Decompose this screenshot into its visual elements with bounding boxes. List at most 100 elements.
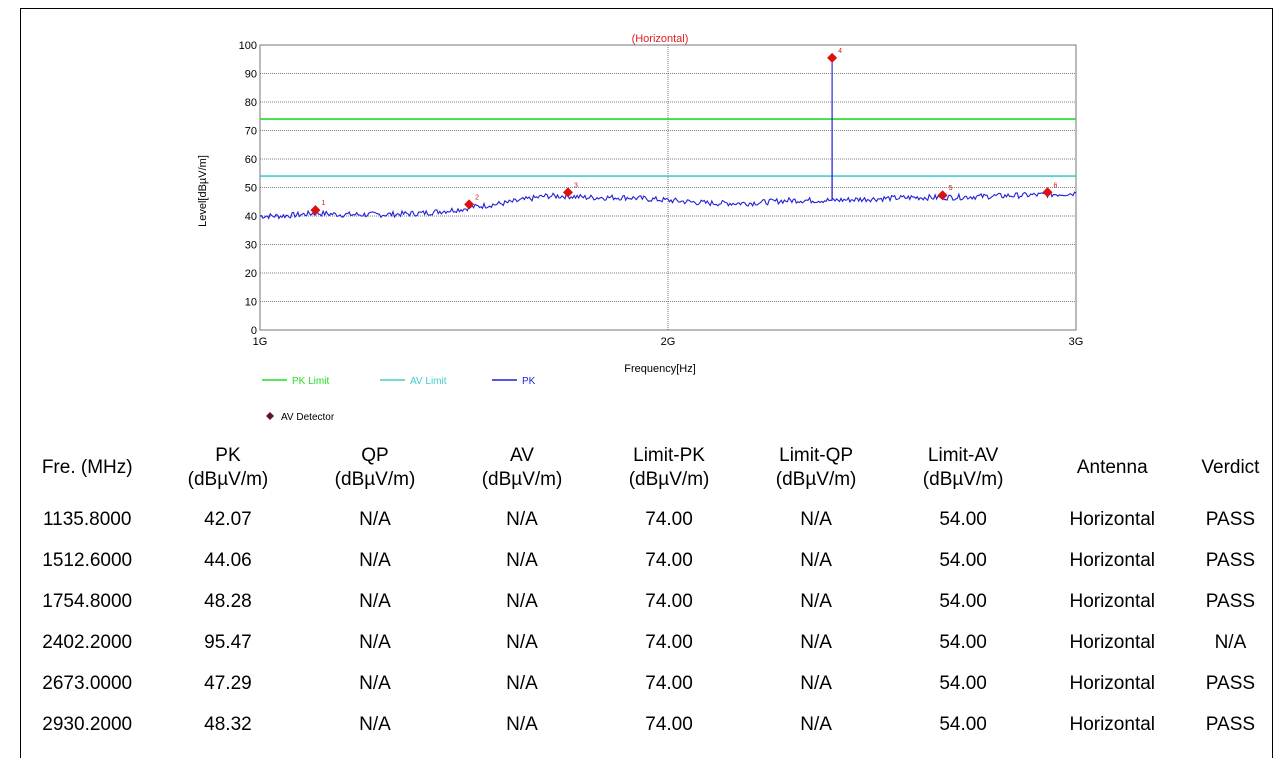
y-tick-label: 90 — [245, 69, 257, 81]
legend-label-4: AV Detector — [281, 412, 335, 423]
marker-label-3: 3 — [574, 182, 578, 189]
table-cell: 74.00 — [596, 622, 743, 663]
table-body: 1135.8000 42.07 N/A N/A 74.00 N/A 54.00 Horizon… — [20, 499, 1273, 745]
marker-label-2: 2 — [475, 194, 479, 201]
legend-label-2: AV Limit — [410, 376, 447, 387]
marker-label-5: 5 — [949, 185, 953, 192]
table-row: 2673.0000 47.29 N/A N/A 74.00 N/A 54.00 Horizon… — [20, 663, 1273, 704]
table-cell: 42.07 — [154, 499, 301, 540]
y-tick-label: 40 — [245, 211, 257, 223]
table-cell: PASS — [1188, 499, 1273, 540]
table-cell: Horizontal — [1037, 704, 1188, 745]
table-cell: 54.00 — [890, 663, 1037, 704]
y-tick-label: 60 — [245, 154, 257, 166]
column-header: Fre. (MHz) — [20, 437, 154, 499]
table-row: 1754.8000 48.28 N/A N/A 74.00 N/A 54.00 Horizon… — [20, 581, 1273, 622]
y-axis-label: Level[dBµV/m] — [197, 155, 209, 227]
marker-label-1: 1 — [321, 200, 325, 207]
column-header-text: Fre. (MHz) — [42, 457, 133, 478]
table-cell: N/A — [743, 540, 890, 581]
column-header-text: QP — [361, 445, 388, 466]
table-row: 2402.2000 95.47 N/A N/A 74.00 N/A 54.00 Horizon… — [20, 622, 1273, 663]
column-header: Antenna — [1037, 437, 1188, 499]
table-cell: 1135.8000 — [20, 499, 154, 540]
table-cell: PASS — [1188, 663, 1273, 704]
column-header: AV (dBµV/m) — [449, 437, 596, 499]
table-header-row: Fre. (MHz) PK (dBµV/m) QP (dBµV/m) AV (dBµV/m)… — [20, 437, 1273, 499]
chart-grid — [260, 45, 1076, 330]
column-header: Verdict — [1188, 437, 1273, 499]
table-cell: N/A — [449, 499, 596, 540]
x-tick-label: 2G — [661, 336, 676, 348]
table-row: 2930.2000 48.32 N/A N/A 74.00 N/A 54.00 Horizon… — [20, 704, 1273, 745]
column-header-text: (dBµV/m) — [776, 469, 857, 490]
table-cell: 1754.8000 — [20, 581, 154, 622]
table-cell: Horizontal — [1037, 622, 1188, 663]
y-tick-label: 20 — [245, 268, 257, 280]
table-cell: 54.00 — [890, 581, 1037, 622]
column-header-text: Antenna — [1077, 457, 1148, 478]
table-cell: PASS — [1188, 581, 1273, 622]
chart-legend: PK Limit AV Limit PK AV Detector — [262, 376, 536, 423]
column-header-text: (dBµV/m) — [923, 469, 1004, 490]
column-header: PK (dBµV/m) — [154, 437, 301, 499]
column-header-text: (dBµV/m) — [335, 469, 416, 490]
table-cell: 54.00 — [890, 540, 1037, 581]
y-tick-label: 50 — [245, 183, 257, 195]
table-cell: 2673.0000 — [20, 663, 154, 704]
table-cell: N/A — [301, 581, 448, 622]
column-header-text: Verdict — [1201, 457, 1259, 478]
table-cell: N/A — [301, 622, 448, 663]
column-header: Limit-QP (dBµV/m) — [743, 437, 890, 499]
y-tick-label: 30 — [245, 240, 257, 252]
table-cell: Horizontal — [1037, 540, 1188, 581]
table-cell: N/A — [301, 704, 448, 745]
x-axis-label: Frequency[Hz] — [624, 363, 696, 375]
table-cell: N/A — [301, 663, 448, 704]
table-cell: 44.06 — [154, 540, 301, 581]
y-tick-label: 70 — [245, 126, 257, 138]
table-cell: N/A — [743, 704, 890, 745]
table-cell: N/A — [743, 663, 890, 704]
table-cell: 2402.2000 — [20, 622, 154, 663]
table-row: 1512.6000 44.06 N/A N/A 74.00 N/A 54.00 Horizon… — [20, 540, 1273, 581]
column-header: QP (dBµV/m) — [301, 437, 448, 499]
table-cell: 74.00 — [596, 581, 743, 622]
table-cell: N/A — [743, 622, 890, 663]
table-cell: 74.00 — [596, 663, 743, 704]
table-cell: N/A — [1188, 622, 1273, 663]
table-cell: N/A — [743, 499, 890, 540]
table-cell: 2930.2000 — [20, 704, 154, 745]
table-cell: 95.47 — [154, 622, 301, 663]
column-header-text: Limit-AV — [928, 445, 998, 466]
table-cell: N/A — [449, 663, 596, 704]
table-cell: N/A — [301, 499, 448, 540]
table-cell: N/A — [301, 540, 448, 581]
column-header: Limit-PK (dBµV/m) — [596, 437, 743, 499]
column-header-text: Limit-QP — [779, 445, 853, 466]
marker-label-6: 6 — [1054, 182, 1058, 189]
results-table: Fre. (MHz) PK (dBµV/m) QP (dBµV/m) AV (dBµV/m)… — [20, 437, 1273, 745]
table-cell: 74.00 — [596, 704, 743, 745]
column-header-text: (dBµV/m) — [188, 469, 269, 490]
column-header-text: Limit-PK — [633, 445, 705, 466]
chart-title: (Horizontal) — [632, 33, 689, 45]
table-cell: 47.29 — [154, 663, 301, 704]
table-cell: PASS — [1188, 540, 1273, 581]
y-tick-label: 80 — [245, 97, 257, 109]
table-cell: N/A — [449, 622, 596, 663]
marker-label-4: 4 — [838, 48, 842, 55]
table-cell: 74.00 — [596, 540, 743, 581]
table-cell: 54.00 — [890, 622, 1037, 663]
legend-label-3: PK — [522, 376, 536, 387]
column-header-text: (dBµV/m) — [482, 469, 563, 490]
table-cell: N/A — [449, 704, 596, 745]
table-cell: Horizontal — [1037, 663, 1188, 704]
table-cell: PASS — [1188, 704, 1273, 745]
table-cell: 54.00 — [890, 704, 1037, 745]
table-cell: N/A — [743, 581, 890, 622]
legend-swatch-4 — [266, 412, 274, 420]
column-header-text: (dBµV/m) — [629, 469, 710, 490]
table-cell: 48.28 — [154, 581, 301, 622]
column-header-text: AV — [510, 445, 534, 466]
